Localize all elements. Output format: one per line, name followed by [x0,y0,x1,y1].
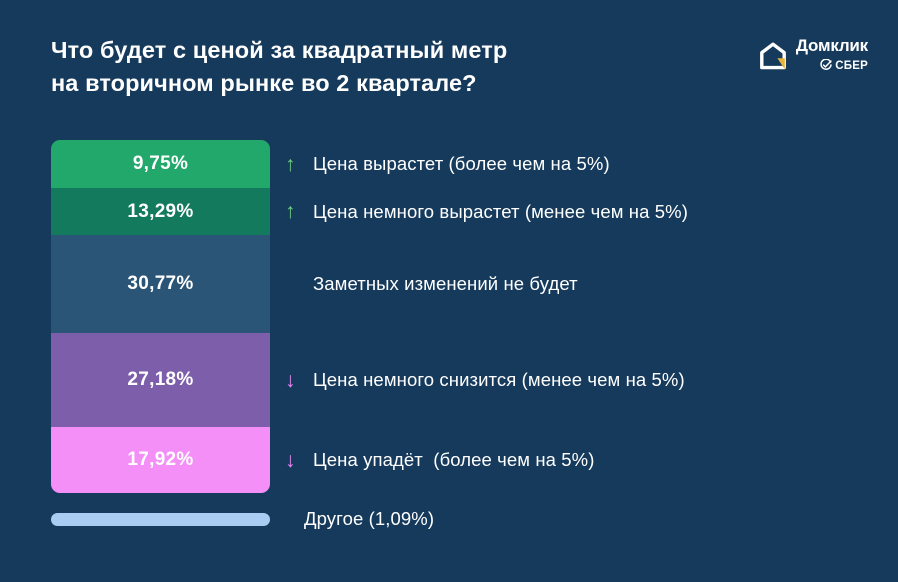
legend-row: ↑ Цена вырастет (более чем на 5%) [285,140,875,188]
check-circle-icon [820,59,832,75]
arrow-up-icon: ↑ [285,154,313,175]
bar-segment: 27,18% [51,333,270,427]
arrow-up-icon: ↑ [285,201,313,222]
bar-segment: 30,77% [51,235,270,333]
bar-segment: 13,29% [51,188,270,235]
legend-label: Цена вырастет (более чем на 5%) [313,153,610,175]
logo-sub-text: СБЕР [835,61,868,73]
other-label: Другое (1,09%) [304,508,434,530]
bar-segment-value: 9,75% [133,153,188,175]
other-row: Другое (1,09%) [51,508,875,530]
bar-segment-value: 27,18% [127,369,193,391]
bar-segment: 9,75% [51,140,270,188]
legend: ↑ Цена вырастет (более чем на 5%) ↑ Цена… [285,140,875,493]
legend-row: Заметных изменений не будет [285,235,875,333]
legend-label: Цена упадёт (более чем на 5%) [313,449,595,471]
bar-segment-value: 17,92% [127,449,193,471]
bar-segment-value: 13,29% [127,201,193,223]
domclick-logo: Домклик СБЕР [758,37,868,75]
sber-lockup: СБЕР [820,59,868,75]
arrow-down-icon: ↓ [285,450,313,471]
legend-row: ↓ Цена немного снизится (менее чем на 5%… [285,333,875,427]
legend-label: Заметных изменений не будет [313,273,578,295]
logo-name: Домклик [796,37,868,54]
page-title: Что будет с ценой за квадратный метр на … [51,34,507,100]
legend-row: ↓ Цена упадёт (более чем на 5%) [285,427,875,493]
other-bar [51,513,270,526]
legend-label: Цена немного вырастет (менее чем на 5%) [313,201,688,223]
house-icon [758,41,788,71]
bar-segment: 17,92% [51,427,270,493]
legend-row: ↑ Цена немного вырастет (менее чем на 5%… [285,188,875,235]
arrow-down-icon: ↓ [285,370,313,391]
header: Что будет с ценой за квадратный метр на … [51,34,868,100]
logo-text: Домклик СБЕР [796,37,868,75]
legend-label: Цена немного снизится (менее чем на 5%) [313,369,685,391]
bar-segment-value: 30,77% [127,273,193,295]
stacked-bar-chart: 9,75% 13,29% 30,77% 27,18% 17,92% [51,140,270,493]
